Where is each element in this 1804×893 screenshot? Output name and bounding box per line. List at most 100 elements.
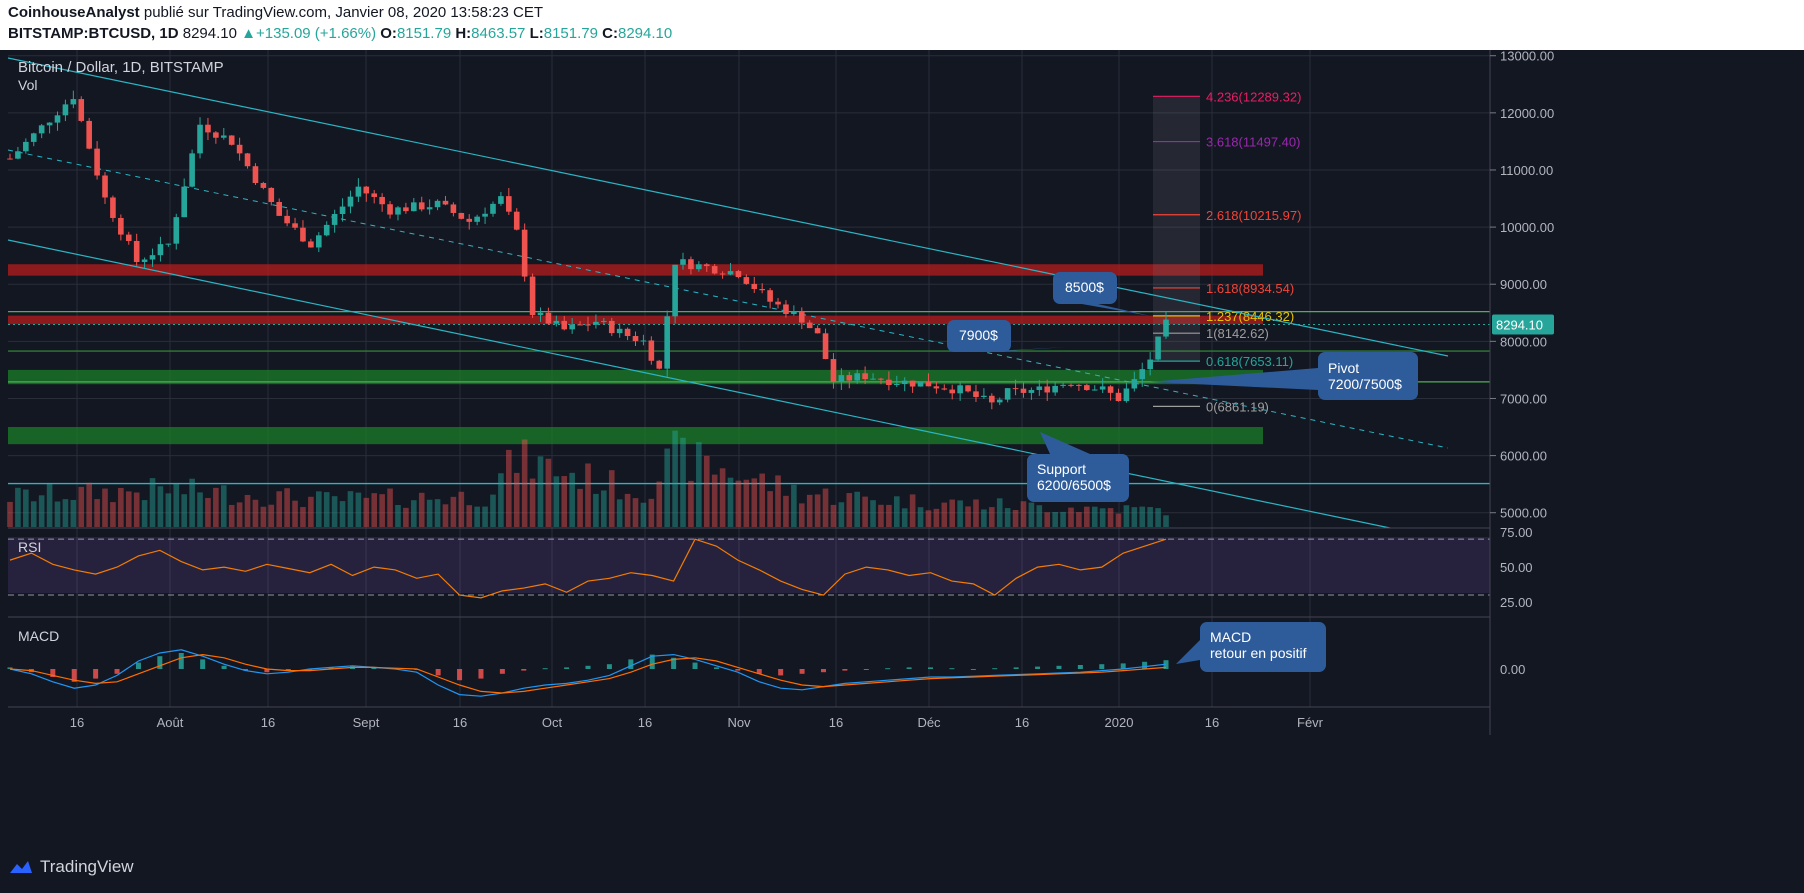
candle-body — [197, 124, 203, 154]
volume-bar — [213, 487, 219, 527]
candle-body — [70, 99, 77, 105]
author-name[interactable]: CoinhouseAnalyst — [8, 4, 140, 21]
candle-body — [300, 227, 306, 242]
zone-band — [8, 427, 1263, 445]
time-tick-label: 2020 — [1105, 715, 1134, 730]
volume-bar — [426, 499, 433, 527]
volume-bar — [696, 442, 702, 527]
volume-bar — [933, 508, 940, 527]
volume-bar — [466, 505, 473, 527]
candle-body — [94, 148, 100, 176]
candle-body — [719, 273, 726, 275]
macd-signal-line — [9, 653, 1167, 694]
candle-body — [846, 375, 853, 381]
volume-bar — [838, 502, 845, 527]
volume-bar — [23, 489, 29, 527]
time-tick-label: 16 — [829, 715, 843, 730]
candle-body — [1028, 389, 1035, 393]
rsi-pane[interactable]: 25.00 50.00 75.00 — [8, 525, 1533, 610]
volume-bar — [949, 499, 956, 527]
candle-body — [640, 340, 647, 342]
rsi-tick-label: 50.00 — [1500, 560, 1533, 575]
candle-body — [798, 311, 805, 323]
volume-bar — [323, 492, 330, 527]
candle-body — [339, 206, 346, 214]
volume-bar — [703, 455, 710, 527]
volume-bar — [680, 437, 686, 527]
volume-bar — [30, 501, 37, 527]
volume-bar — [102, 488, 108, 527]
candle-body — [577, 324, 583, 326]
candle-body — [1004, 388, 1011, 400]
volume-bar — [783, 495, 789, 527]
candle-body — [411, 202, 417, 212]
candle-body — [38, 125, 45, 134]
macd-histogram-bar — [114, 669, 120, 674]
candle-body — [593, 321, 599, 325]
candle-body — [30, 133, 37, 142]
macd-histogram-bar — [135, 662, 141, 669]
volume-bar — [181, 494, 187, 527]
volume-bar — [347, 491, 354, 527]
candle-body — [601, 320, 607, 322]
macd-histogram-bar — [93, 669, 99, 679]
volume-bar — [1084, 506, 1090, 527]
candle-body — [110, 197, 116, 218]
tradingview-logo[interactable]: TradingView — [8, 857, 134, 877]
volume-bar — [664, 448, 670, 527]
macd-histogram-bar — [756, 669, 762, 674]
callout-macd-text: retour en positif — [1210, 645, 1307, 661]
candle-body — [23, 141, 29, 152]
macd-histogram-bar — [242, 669, 248, 671]
volume-bar — [791, 484, 797, 527]
macd-pane[interactable]: 0.00 — [7, 649, 1526, 697]
time-tick-label: Août — [157, 715, 184, 730]
candle-body — [624, 328, 631, 337]
candle-body — [569, 324, 575, 330]
price-tick-label: 12000.00 — [1500, 106, 1554, 121]
candle-body — [78, 99, 85, 121]
volume-bar — [640, 502, 647, 527]
volume-bar — [78, 486, 85, 527]
candle-body — [981, 395, 987, 397]
macd-histogram-bar — [457, 669, 463, 681]
macd-histogram-bar — [949, 668, 955, 670]
candle-body — [917, 381, 924, 387]
candle-body — [474, 216, 480, 222]
candle-body — [711, 266, 718, 274]
macd-histogram-bar — [863, 669, 869, 670]
volume-bar — [220, 485, 227, 527]
macd-tick-label: 0.00 — [1500, 662, 1525, 677]
volume-bar — [189, 478, 195, 527]
volume-bar — [474, 506, 480, 527]
chart-title: Bitcoin / Dollar, 1D, BITSTAMP — [18, 59, 224, 76]
volume-bar — [1028, 502, 1035, 527]
macd-histogram-bar — [585, 665, 591, 669]
candle-body — [54, 115, 61, 123]
macd-histogram-bar — [649, 654, 655, 669]
candle-body — [735, 271, 742, 278]
candle-body — [1076, 384, 1082, 386]
volume-bar — [941, 502, 948, 527]
candle-body — [783, 304, 789, 314]
time-tick-label: 16 — [70, 715, 84, 730]
volume-bar — [157, 486, 164, 527]
fib-level-label: 1.618(8934.54) — [1206, 281, 1294, 296]
candle-body — [260, 183, 267, 188]
volume-bar — [54, 501, 61, 527]
volume-bar — [379, 494, 385, 527]
candle-body — [205, 124, 211, 133]
macd-histogram-bar — [200, 659, 206, 669]
volume-bar — [996, 498, 1003, 527]
volume-bar — [878, 504, 884, 527]
candle-body — [608, 320, 615, 334]
volume-bar — [632, 498, 639, 527]
volume-bar — [830, 504, 837, 527]
chart-area[interactable]: 4.236(12289.32) 3.618(11497.40) 2.618(1021… — [0, 50, 1804, 845]
candle-body — [680, 259, 686, 265]
volume-bar — [458, 491, 465, 527]
volume-bar — [1099, 508, 1106, 527]
volume-bar — [46, 483, 53, 527]
callout-support-pointer — [1040, 432, 1090, 454]
candle-body — [46, 122, 53, 126]
